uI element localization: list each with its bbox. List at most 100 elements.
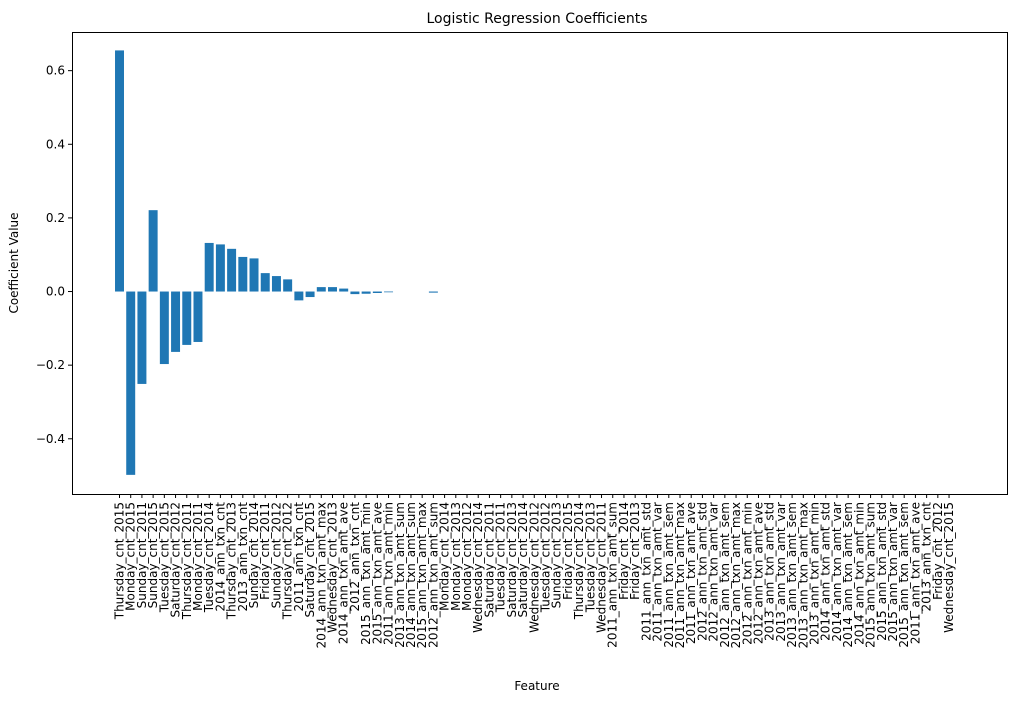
x-tick-label-48: 2011_ann_txn_amt_var <box>651 502 665 642</box>
x-tick-label-62: 2013_ann_txn_amt_min <box>808 502 822 645</box>
x-tick-label-29: Monday_cnt_2014 <box>438 502 452 611</box>
x-tick-label-60: 2013_ann_txn_amt_sem <box>785 502 799 648</box>
y-axis-label: Coefficient Value <box>7 212 21 313</box>
bar-10 <box>227 248 237 292</box>
x-tick-label-57: 2012_ann_txn_amt_ave <box>751 502 765 644</box>
bar-7 <box>193 291 203 342</box>
x-tick-label-24: 2011_ann_txn_amt_min <box>382 502 396 645</box>
x-tick-label-32: Wednesday_cnt_2014 <box>471 502 485 633</box>
x-tick-label-39: Sunday_cnt_2013 <box>550 502 564 608</box>
x-tick-label-58: 2013_ann_txn_amt_std <box>763 502 777 641</box>
x-tick-label-9: 2014_ann_txn_cnt <box>213 502 227 612</box>
x-tick-label-51: 2011_ann_txn_amt_ave <box>684 502 698 644</box>
x-tick-label-42: Tuesday_cnt_2013 <box>583 502 597 613</box>
x-tick-label-37: Wednesday_cnt_2012 <box>527 502 541 633</box>
x-tick-label-14: Sunday_cnt_2012 <box>269 502 283 608</box>
bar-0 <box>115 50 124 292</box>
bar-4 <box>159 291 169 365</box>
bar-2 <box>137 291 147 384</box>
x-tick-label-41: Thursday_cnt_2014 <box>572 502 586 620</box>
y-tick-label-3: 0.0 <box>46 285 65 299</box>
x-tick-label-2: Sunday_cnt_2011 <box>135 502 149 608</box>
bar-11 <box>238 256 248 292</box>
x-tick-label-34: Tuesday_cnt_2011 <box>494 502 508 613</box>
bar-14 <box>271 276 281 292</box>
x-tick-label-38: Tuesday_cnt_2012 <box>538 502 552 613</box>
x-tick-label-74: Wednesday_cnt_2015 <box>942 502 956 633</box>
x-tick-label-6: Thursday_cnt_2011 <box>180 502 194 620</box>
x-tick-label-21: 2012_ann_txn_cnt <box>348 502 362 612</box>
x-tick-label-55: 2012_ann_txn_amt_max <box>729 502 743 648</box>
x-tick-label-61: 2013_ann_txn_amt_max <box>796 502 810 648</box>
x-tick-label-73: Friday_cnt_2012 <box>931 502 945 600</box>
x-tick-label-12: Sunday_cnt_2014 <box>247 502 261 608</box>
x-tick-label-26: 2014_ann_txn_amt_sum <box>404 502 418 648</box>
x-tick-label-69: 2015_ann_txn_amt_var <box>886 502 900 642</box>
x-tick-label-44: 2011_ann_txn_amt_sum <box>606 502 620 648</box>
x-tick-label-5: Saturday_cnt_2012 <box>169 502 183 618</box>
bar-9 <box>215 244 225 292</box>
x-tick-label-35: Saturday_cnt_2013 <box>505 502 519 618</box>
x-tick-label-59: 2013_ann_txn_amt_var <box>774 502 788 642</box>
bar-17 <box>305 291 315 298</box>
y-tick-label-0: 0.6 <box>46 64 65 78</box>
x-tick-label-7: Monday_cnt_2011 <box>191 502 205 611</box>
bar-1 <box>126 291 136 475</box>
x-tick-label-31: Monday_cnt_2012 <box>460 502 474 611</box>
x-tick-label-70: 2015_ann_txn_amt_sem <box>897 502 911 648</box>
x-tick-label-50: 2011_ann_txn_amt_max <box>673 502 687 648</box>
x-tick-label-15: Thursday_cnt_2012 <box>281 502 295 620</box>
bar-20 <box>339 288 349 292</box>
x-tick-label-53: 2012_ann_txn_amt_var <box>707 502 721 642</box>
x-tick-label-10: Thursday_cnt_2013 <box>225 502 239 620</box>
bar-16 <box>294 291 304 301</box>
x-tick-label-36: Saturday_cnt_2014 <box>516 502 530 618</box>
y-tick-label-1: 0.4 <box>46 137 65 151</box>
bar-8 <box>204 242 214 292</box>
x-tick-label-22: 2015_ann_txn_amt_min <box>359 502 373 645</box>
x-tick-label-30: Monday_cnt_2013 <box>449 502 463 611</box>
x-tick-label-63: 2014_ann_txn_amt_std <box>819 502 833 641</box>
bar-12 <box>249 258 259 292</box>
x-tick-label-40: Friday_cnt_2015 <box>561 502 575 600</box>
x-tick-label-17: Saturday_cnt_2015 <box>303 502 317 618</box>
bar-21 <box>350 291 360 295</box>
x-axis: Thursday_cnt_2015Monday_cnt_2015Sunday_c… <box>113 494 956 648</box>
x-tick-label-28: 2012_ann_txn_amt_sum <box>426 502 440 648</box>
x-tick-label-64: 2014_ann_txn_amt_var <box>830 502 844 642</box>
bar-6 <box>182 291 192 345</box>
x-tick-label-11: 2013_ann_txn_cnt <box>236 502 250 612</box>
bar-13 <box>260 273 270 292</box>
x-tick-label-19: Wednesday_cnt_2013 <box>325 502 339 633</box>
chart-title: Logistic Regression Coefficients <box>426 11 647 27</box>
x-tick-label-27: 2015_ann_txn_amt_max <box>415 502 429 648</box>
x-tick-label-23: 2015_ann_txn_amt_ave <box>370 502 384 644</box>
x-axis-label: Feature <box>514 679 559 693</box>
x-tick-label-8: Tuesday_cnt_2014 <box>202 502 216 613</box>
x-tick-label-56: 2012_ann_txn_amt_min <box>740 502 754 645</box>
plot-frame <box>72 32 1008 495</box>
x-tick-label-47: 2011_ann_txn_amt_std <box>639 502 653 641</box>
x-tick-label-20: 2014_ann_txn_amt_ave <box>337 502 351 644</box>
bar-3 <box>148 210 158 292</box>
x-tick-label-71: 2011_ann_txn_amt_ave <box>908 502 922 644</box>
x-tick-label-18: 2014_ann_txn_amt_max <box>314 502 328 648</box>
x-tick-label-3: Sunday_cnt_2015 <box>146 502 160 608</box>
x-tick-label-1: Monday_cnt_2015 <box>124 502 138 611</box>
x-tick-label-67: 2015_ann_txn_amt_sum <box>864 502 878 648</box>
x-tick-label-72: 2013_ann_txn_cnt <box>920 502 934 612</box>
x-tick-label-0: Thursday_cnt_2015 <box>113 502 127 620</box>
x-tick-label-43: Wednesday_cnt_2011 <box>595 502 609 633</box>
bar-28 <box>428 291 438 293</box>
y-axis: 0.6 0.4 0.2 0.0 −0.2 −0.4 <box>36 64 72 446</box>
x-tick-label-46: Friday_cnt_2013 <box>628 502 642 600</box>
x-tick-label-54: 2012_ann_txn_amt_sem <box>718 502 732 648</box>
x-tick-label-52: 2012_ann_txn_amt_std <box>695 502 709 641</box>
x-tick-label-66: 2014_ann_txn_amt_min <box>852 502 866 645</box>
bar-5 <box>171 291 181 352</box>
bar-23 <box>372 291 382 293</box>
x-tick-label-4: Tuesday_cnt_2015 <box>157 502 171 613</box>
bar-19 <box>328 287 337 292</box>
x-tick-label-68: 2015_ann_txn_amt_std <box>875 502 889 641</box>
